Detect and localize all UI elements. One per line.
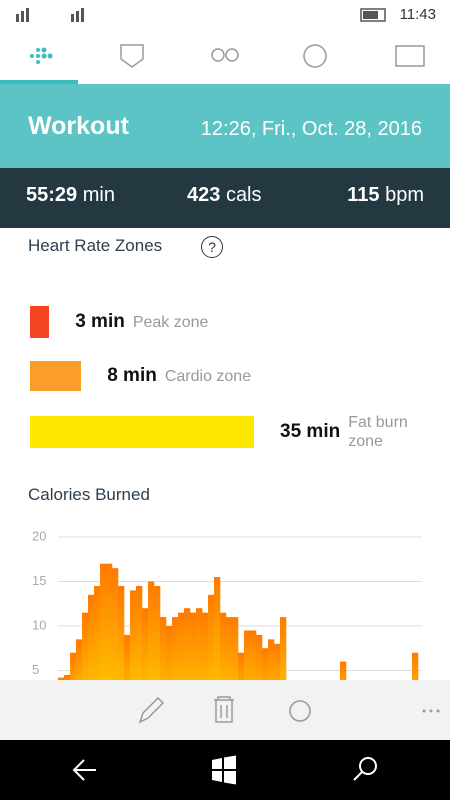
stat-value: 423: [187, 184, 221, 206]
bar: [148, 581, 155, 680]
bar: [226, 617, 233, 680]
zone-unit: min: [123, 365, 157, 386]
bar: [220, 612, 227, 680]
y-tick-label: 15: [32, 573, 46, 588]
badge-tab[interactable]: [120, 44, 144, 68]
bar: [268, 639, 275, 680]
stat-value: 115: [347, 184, 380, 206]
top-bars: 11:43: [0, 6, 436, 84]
bar: [340, 661, 347, 680]
zone-value: 3: [75, 311, 86, 332]
datetime: 12:26, Fri., Oct. 28, 2016: [200, 118, 422, 140]
header: Workout 12:26, Fri., Oct. 28, 2016: [0, 84, 450, 168]
edit-button[interactable]: [138, 696, 165, 724]
zone-unit: min: [91, 311, 125, 332]
bar: [412, 652, 419, 680]
bar: [154, 585, 161, 680]
zone-name: Cardio zone: [164, 367, 252, 385]
zone-bar: [30, 361, 82, 391]
bar: [106, 563, 113, 680]
stat: 423 cals: [187, 184, 262, 207]
bar: [166, 626, 173, 680]
zone-minutes: 3 min: [75, 311, 125, 333]
bar: [136, 585, 143, 680]
y-tick-label: 20: [32, 528, 46, 543]
help-button[interactable]: ?: [201, 236, 223, 258]
start-button[interactable]: [212, 755, 236, 785]
calories-chart: 5 10 15 20: [32, 528, 422, 680]
bar: [238, 652, 245, 680]
zone-bar: [30, 306, 50, 338]
bar: [88, 594, 95, 680]
bar: [244, 630, 251, 680]
stat: 55:29 min: [26, 184, 115, 207]
back-button[interactable]: [72, 759, 96, 781]
chart-title: Calories Burned: [28, 485, 150, 504]
bar: [82, 612, 89, 680]
bar: [118, 585, 125, 680]
bar: [64, 674, 71, 680]
bar: [130, 590, 137, 680]
bar: [124, 634, 131, 680]
zone-bar: [30, 416, 254, 448]
bar: [214, 577, 221, 680]
bar: [280, 617, 287, 680]
bar: [184, 608, 191, 680]
stat-unit: cals: [225, 184, 262, 206]
zone-value: 8: [107, 365, 118, 386]
stat-unit: bpm: [385, 184, 424, 206]
bar: [250, 630, 257, 680]
bar: [262, 648, 269, 680]
bar: [160, 617, 167, 680]
bar: [112, 568, 119, 680]
stat-unit: min: [82, 184, 115, 206]
y-tick-label: 10: [32, 617, 46, 632]
bar: [94, 585, 101, 680]
delete-button[interactable]: [214, 696, 234, 723]
title: Workout: [28, 112, 129, 140]
stats-bar: 55:29 min 423 cals 115 bpm: [0, 168, 450, 228]
zone-row: 35 min Fat burn zone: [30, 414, 440, 450]
bar: [178, 612, 185, 680]
zone-minutes: 8 min: [107, 365, 157, 387]
zone-name: Fat burn zone: [348, 414, 408, 450]
clock: 11:43: [400, 6, 436, 23]
bar: [274, 643, 281, 680]
bar: [256, 634, 263, 680]
zone-row: 8 min Cardio zone: [30, 361, 440, 391]
search-button[interactable]: [359, 757, 377, 775]
bar: [172, 617, 179, 680]
stat-value: 55:29: [26, 184, 78, 206]
zone-name: Peak zone: [132, 313, 209, 331]
zones-title: Heart Rate Zones: [28, 236, 163, 255]
bar: [58, 677, 65, 680]
zone-row: 3 min Peak zone: [30, 306, 440, 338]
bar: [208, 594, 215, 680]
bottom-bars: [0, 680, 450, 800]
zone-unit: min: [306, 421, 341, 442]
friends-tab[interactable]: [211, 48, 225, 62]
bar: [196, 608, 203, 680]
bar: [202, 612, 209, 680]
zone-value: 35: [280, 421, 302, 442]
bar: [142, 608, 149, 680]
bar: [70, 652, 77, 680]
stat: 115 bpm: [347, 184, 424, 207]
bar: [190, 612, 197, 680]
messages-tab[interactable]: [303, 44, 327, 68]
bar: [232, 617, 239, 680]
bar: [100, 563, 107, 680]
share-button[interactable]: [289, 700, 311, 722]
profile-tab[interactable]: [395, 45, 425, 67]
y-tick-label: 5: [32, 662, 39, 677]
bar: [76, 639, 83, 680]
zone-minutes: 35 min: [280, 421, 340, 443]
